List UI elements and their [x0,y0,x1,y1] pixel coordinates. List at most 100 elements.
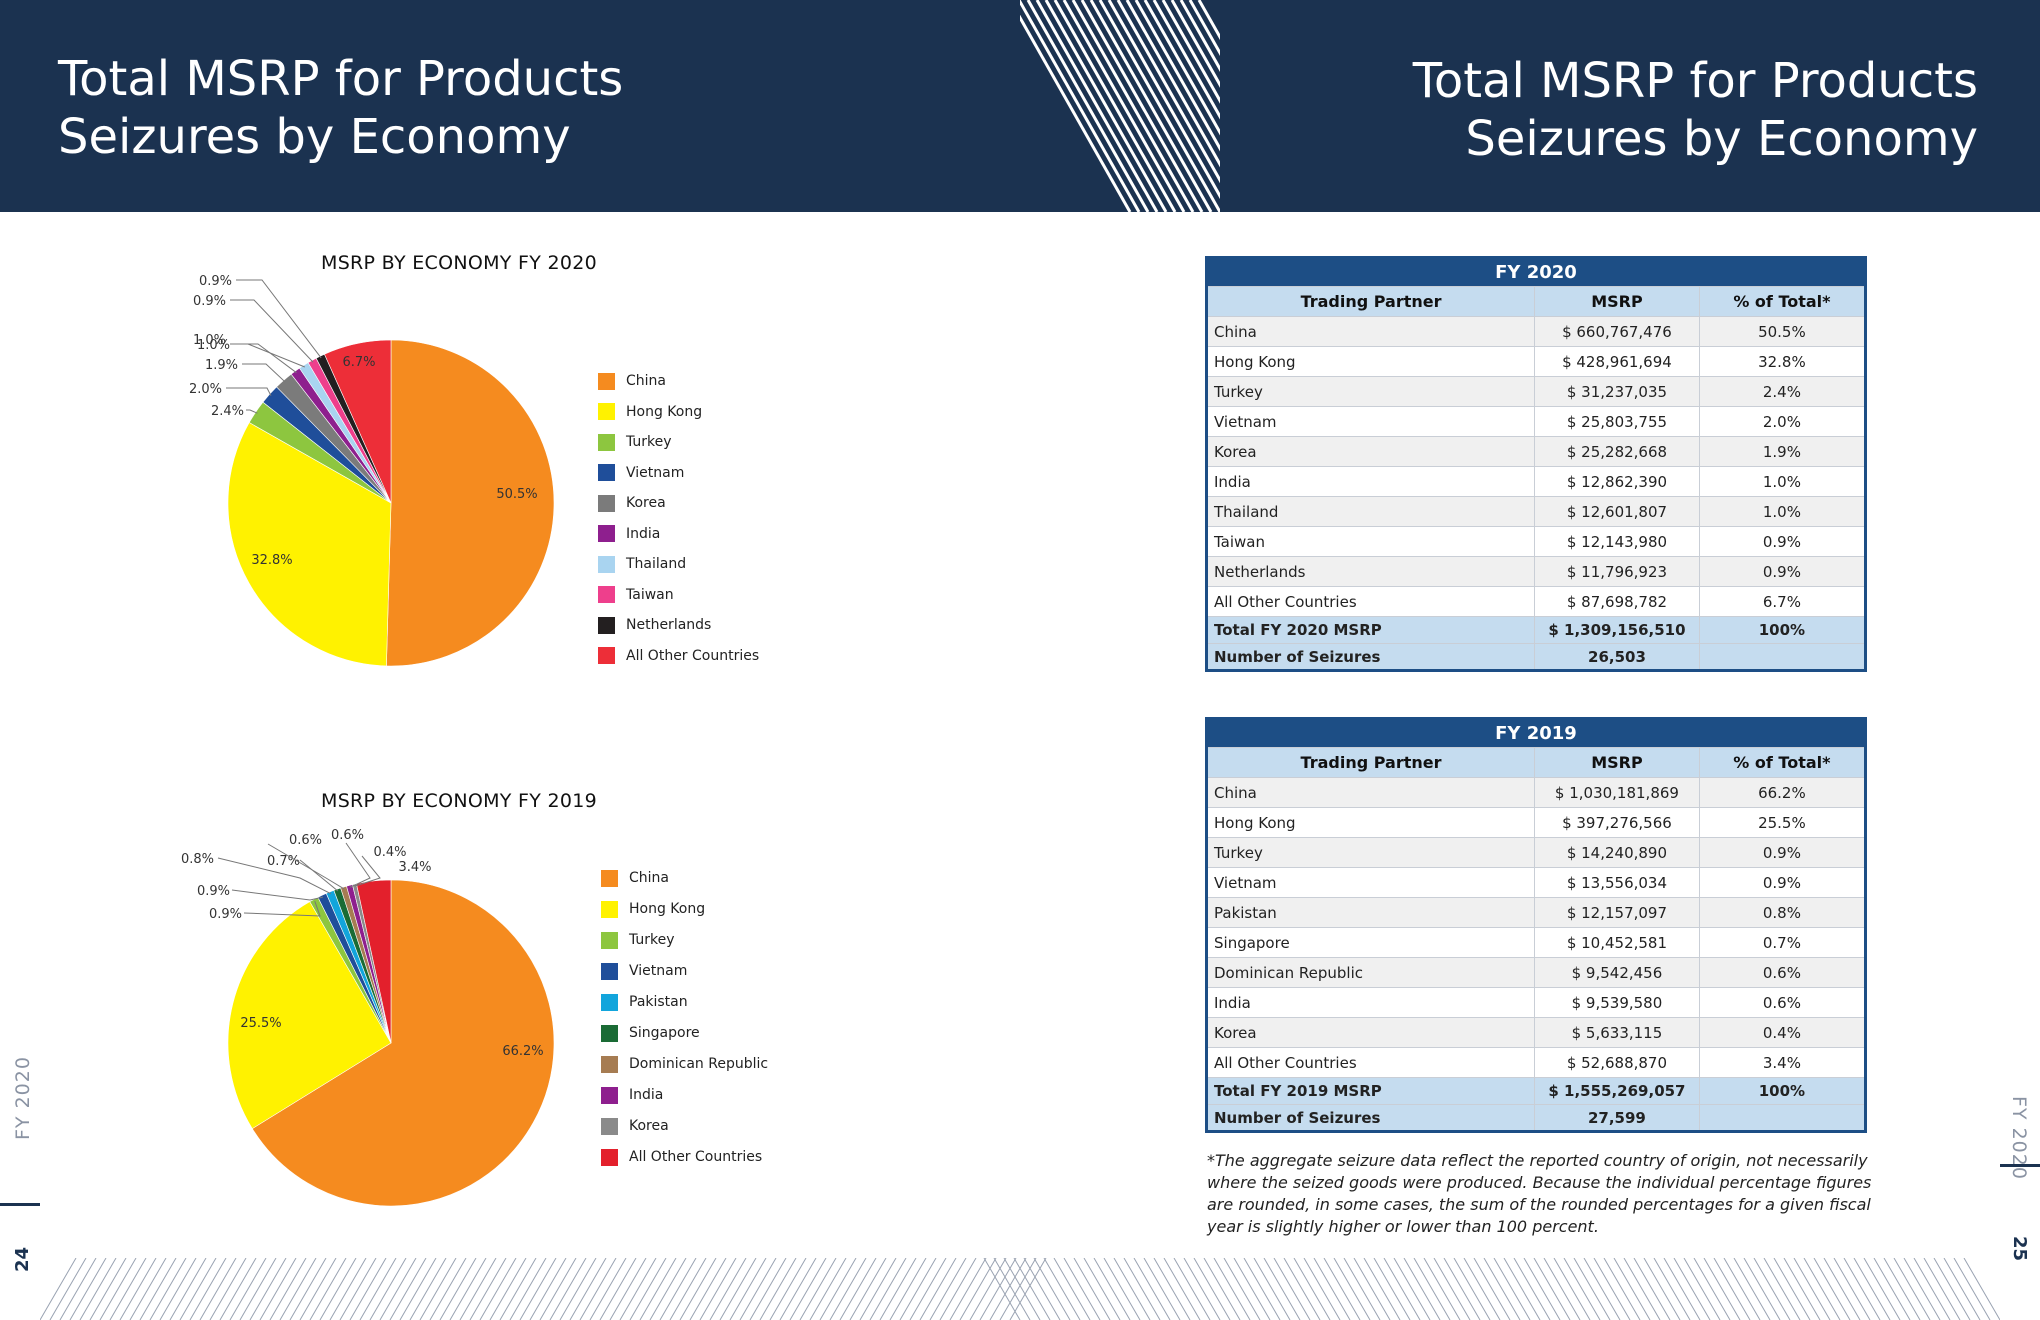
legend-label: China [626,373,666,389]
stripe [1473,1258,1511,1320]
stripe [1343,1258,1381,1320]
data-label: 0.9% [193,294,226,309]
legend-swatch [598,372,615,390]
stripe [629,1258,667,1320]
stripe [1253,1258,1291,1320]
stripe [1903,1258,1941,1320]
stripe [709,1258,747,1320]
msrp-cell: $ 25,803,755 [1534,406,1700,437]
table-row: Thailand $ 12,601,807 1.0% [1205,496,1867,527]
stripe [789,1258,827,1320]
table-row: Korea $ 25,282,668 1.9% [1205,436,1867,467]
stripe [519,1258,557,1320]
stripe [959,1258,997,1320]
stripe [1093,1258,1131,1320]
stripe [1743,1258,1781,1320]
stripe [1193,1258,1231,1320]
column-header: Trading Partner [1205,286,1536,317]
stripe [1643,1258,1681,1320]
legend-fy2020: China Hong Kong Turkey Vietnam Korea India Tha… [598,371,818,671]
trading-partner-cell: Taiwan [1205,526,1536,557]
stripe [1483,1258,1521,1320]
stripe [1035,0,1159,212]
legend-item: Turkey [598,432,672,452]
stripe [1803,1258,1841,1320]
stripe [1263,1258,1301,1320]
total-msrp: $ 1,555,269,057 [1534,1077,1700,1105]
data-label: 0.6% [331,828,364,843]
data-label: 2.0% [189,382,222,397]
msrp-cell: $ 31,237,035 [1534,376,1700,407]
stripe [769,1258,807,1320]
stripe [79,1258,117,1320]
stripe [779,1258,817,1320]
stripe [1683,1258,1721,1320]
stripe [1179,0,1220,72]
stripe [1153,1258,1191,1320]
stripe [1063,1258,1101,1320]
stripe [1793,1258,1831,1320]
stripe [1116,0,1220,184]
stripe [1353,1258,1391,1320]
legend-item: Netherlands [598,615,711,635]
data-label: 1.0% [193,333,226,348]
leader-line [242,363,286,383]
stripe [1653,1258,1691,1320]
trading-partner-cell: Netherlands [1205,556,1536,587]
stripe [559,1258,597,1320]
stripe [1293,1258,1331,1320]
stripe [939,1258,977,1320]
stripe [589,1258,627,1320]
table-row: China $ 660,767,476 50.5% [1205,316,1867,347]
msrp-cell: $ 11,796,923 [1534,556,1700,587]
legend-swatch [601,900,618,918]
total-label: Total FY 2019 MSRP [1205,1077,1536,1105]
side-rule-left [0,1203,40,1206]
stripe [69,1258,107,1320]
msrp-cell: $ 12,862,390 [1534,466,1700,497]
legend-label: Vietnam [629,963,688,979]
table-row: Taiwan $ 12,143,980 0.9% [1205,526,1867,557]
leader-line [236,279,322,359]
stripe [179,1258,217,1320]
stripe [1233,1258,1271,1320]
table-row: Hong Kong $ 397,276,566 25.5% [1205,807,1867,838]
stripe [309,1258,347,1320]
legend-swatch [598,403,615,420]
stripe [1020,14,1132,212]
stripe [459,1258,497,1320]
legend-label: India [629,1087,664,1103]
stripe [319,1258,357,1320]
stripe [889,1258,927,1320]
stripe [119,1258,157,1320]
stripe [999,1258,1037,1320]
stripe [259,1258,297,1320]
legend-swatch [598,525,615,542]
stripe [1563,1258,1601,1320]
stripe [1080,0,1204,212]
table-row: India $ 12,862,390 1.0% [1205,466,1867,497]
stripe [219,1258,257,1320]
legend-swatch [601,869,618,887]
percent-cell: 32.8% [1698,346,1867,377]
stripe [799,1258,837,1320]
trading-partner-cell: China [1205,316,1536,347]
stripe [909,1258,947,1320]
stripe [169,1258,207,1320]
stripe [993,1258,1031,1320]
stripe [579,1258,617,1320]
leader-line [230,343,305,368]
stripe [989,1258,1027,1320]
legend-item: Korea [601,1116,669,1136]
pie-slice [251,879,555,1207]
stripe [569,1258,607,1320]
stripe [1373,1258,1411,1320]
msrp-cell: $ 1,030,181,869 [1534,777,1700,808]
stripe [859,1258,897,1320]
leader-line [267,843,345,890]
stripe [679,1258,717,1320]
legend-label: Korea [629,1118,669,1134]
stripe [1333,1258,1371,1320]
legend-label: Turkey [626,434,672,450]
percent-cell: 50.5% [1698,316,1867,347]
